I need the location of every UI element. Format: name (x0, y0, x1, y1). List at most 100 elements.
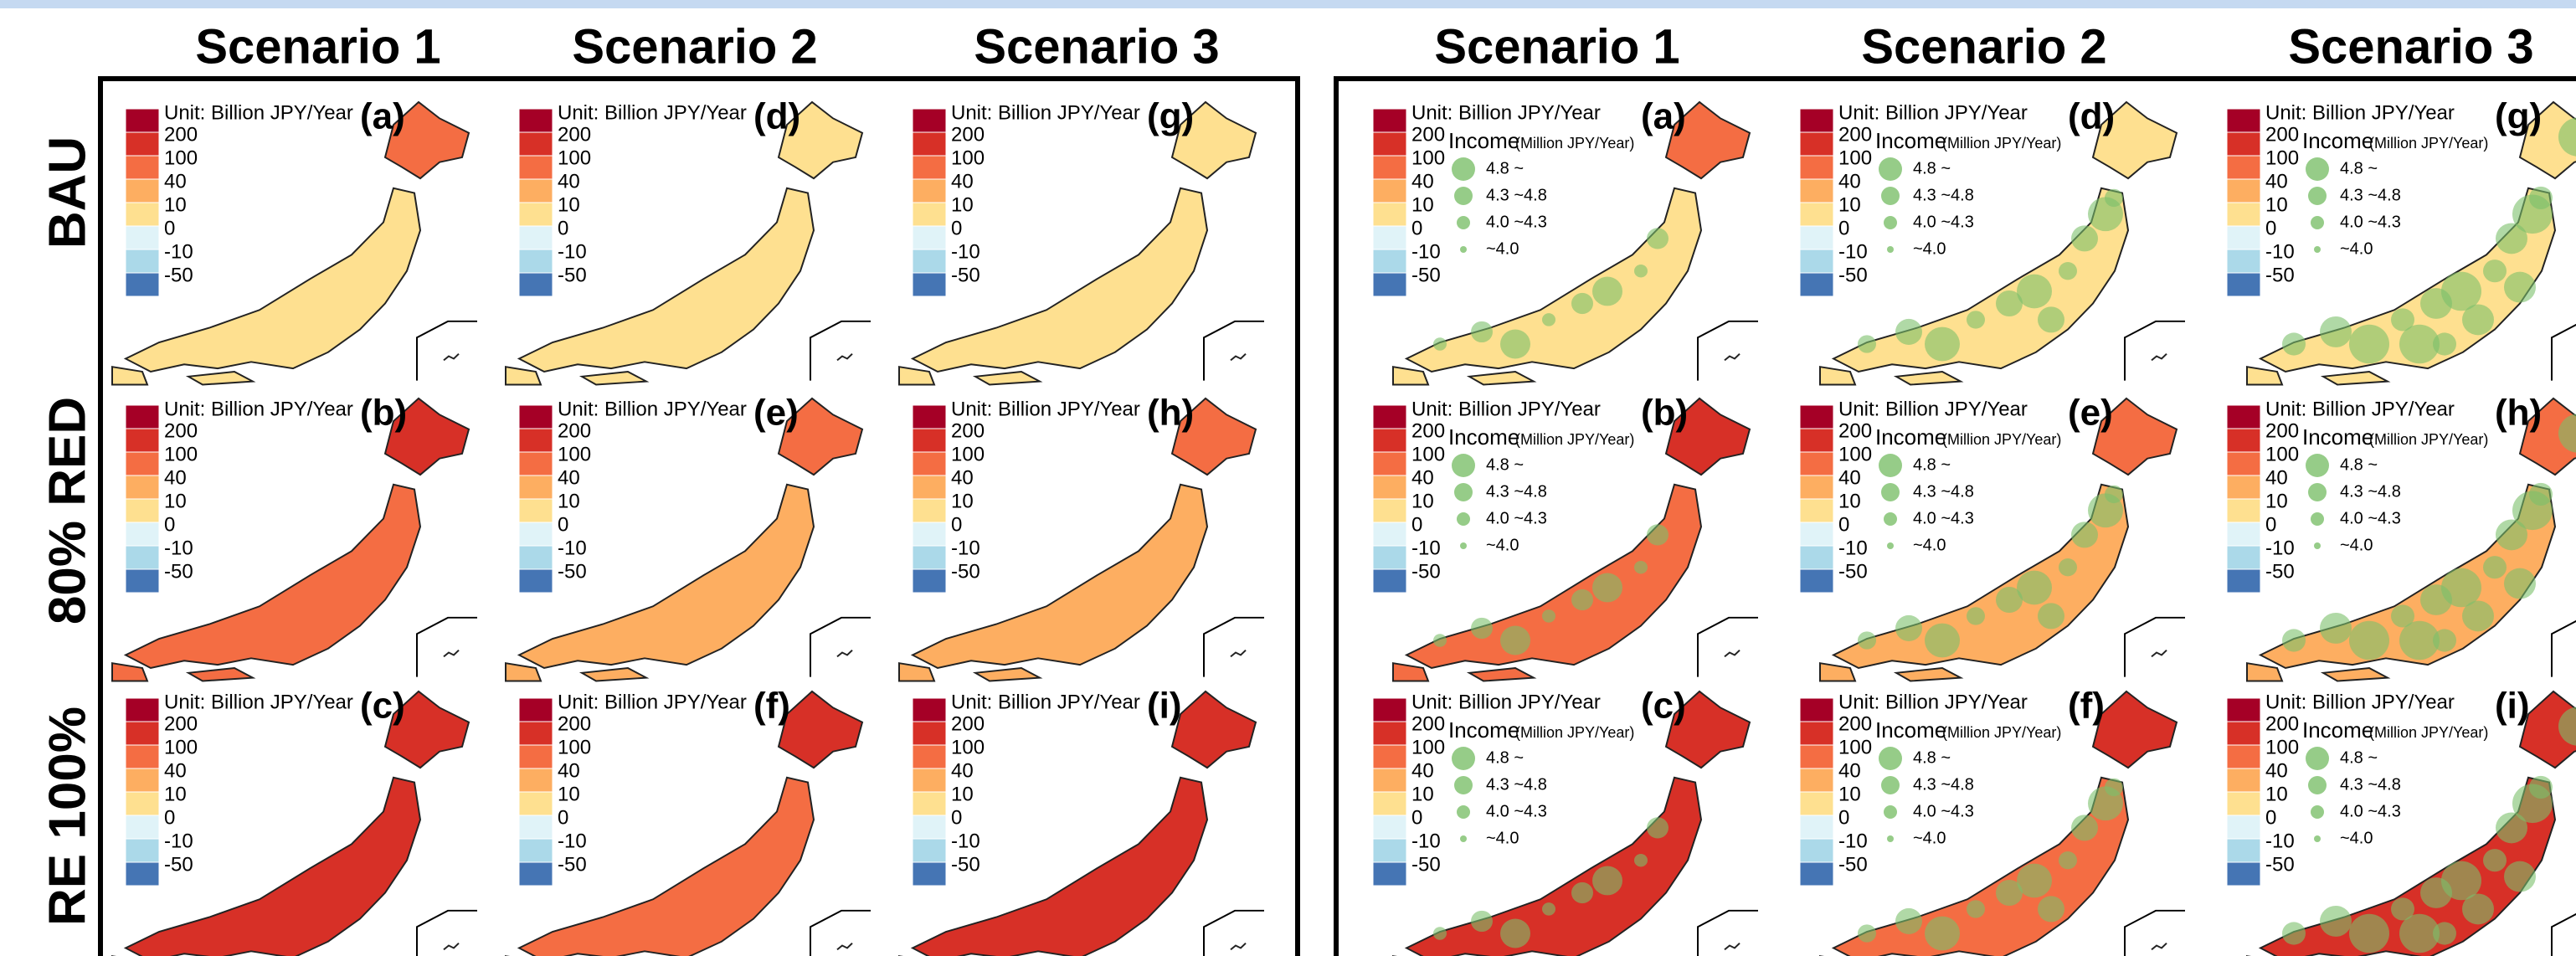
okinawa-inset (2125, 321, 2185, 381)
legend-label: -10 (1838, 537, 1868, 559)
income-bubble (1967, 607, 1985, 624)
income-legend-dot (1460, 246, 1467, 253)
map-panel: Unit: Billion JPY/Year20010040100-10-50(… (506, 393, 871, 681)
okinawa (444, 943, 459, 950)
legend-label: 10 (1411, 193, 1434, 216)
income-legend-dot (2306, 747, 2329, 770)
income-title: Income (1448, 128, 1519, 153)
legend-swatch (913, 569, 946, 593)
legend-label: -50 (951, 264, 980, 286)
panel-label: (h) (2495, 393, 2542, 434)
legend-label: 100 (164, 443, 198, 465)
legend-label: -50 (951, 853, 980, 876)
legend-label: 200 (2265, 123, 2299, 146)
income-bubble (2038, 306, 2064, 332)
shikoku (188, 372, 253, 385)
legend-label: 40 (558, 466, 580, 489)
legend-label: 200 (1838, 419, 1872, 442)
income-title: Income (2302, 128, 2373, 153)
income-bubble (2483, 260, 2507, 282)
income-legend-dot (1879, 454, 1902, 477)
kyushu (899, 367, 934, 384)
legend-swatch (2227, 522, 2260, 546)
income-bubble (2349, 621, 2389, 660)
income-bubble (1634, 265, 1648, 278)
legend-label: 100 (2265, 146, 2299, 169)
legend-swatch (913, 203, 946, 226)
panel-label: (h) (1147, 393, 1194, 434)
legend-label: 10 (1411, 783, 1434, 805)
legend-label: -50 (558, 853, 587, 876)
panel-label: (a) (1641, 96, 1686, 137)
legend-label: -50 (1838, 560, 1868, 583)
income-bubble (2071, 815, 2098, 840)
legend-label: 10 (951, 490, 974, 512)
honshu (1406, 188, 1701, 372)
income-legend-label: 4.0 ~4.3 (2340, 802, 2401, 820)
legend-label: -10 (1411, 240, 1441, 263)
legend-swatch (1373, 768, 1406, 792)
legend-swatch (519, 839, 553, 862)
legend-swatch (126, 722, 159, 745)
legend-swatch (126, 475, 159, 499)
legend-swatch (913, 768, 946, 792)
income-legend-dot (1452, 157, 1475, 181)
legend-swatch (126, 273, 159, 296)
legend-unit: Unit: Billion JPY/Year (164, 691, 353, 713)
income-legend-dot (2308, 187, 2327, 205)
legend-label: -10 (164, 537, 193, 559)
income-bubble (1471, 321, 1493, 342)
legend-label: 0 (1838, 217, 1849, 239)
income-bubble (1895, 319, 1922, 345)
legend-swatch (126, 452, 159, 475)
legend-swatch (1800, 839, 1833, 862)
legend-swatch (126, 429, 159, 452)
legend-swatch (519, 273, 553, 296)
legend-label: -10 (2265, 830, 2295, 852)
legend-swatch (1373, 522, 1406, 546)
income-bubble (1647, 524, 1668, 545)
legend-label: 40 (164, 759, 187, 782)
legend-unit: Unit: Billion JPY/Year (951, 691, 1140, 713)
legend-swatch (1373, 815, 1406, 839)
income-legend-label: ~4.0 (1913, 829, 1946, 847)
legend-swatch (1373, 429, 1406, 452)
panel-label: (d) (2068, 96, 2115, 137)
legend-swatch (1800, 132, 1833, 156)
income-legend-label: 4.8 ~ (1486, 455, 1524, 474)
legend-swatch (1373, 475, 1406, 499)
legend-swatch (2227, 249, 2260, 273)
income-bubble (2017, 275, 2052, 309)
kyushu (2247, 367, 2282, 384)
income-legend-label: 4.0 ~4.3 (1913, 802, 1974, 820)
income-unit: (Million JPY/Year) (1515, 431, 1634, 448)
legend-swatch (519, 768, 553, 792)
legend-swatch (2227, 203, 2260, 226)
legend-swatch (2227, 226, 2260, 249)
okinawa-inset (1698, 321, 1758, 381)
legend-swatch (126, 839, 159, 862)
income-bubble (1647, 228, 1668, 249)
income-legend-dot (1881, 776, 1900, 794)
legend-swatch (519, 569, 553, 593)
kyushu (1820, 663, 1855, 681)
legend-label: 0 (2265, 217, 2276, 239)
okinawa-inset (417, 911, 477, 956)
map-panel: Unit: Billion JPY/Year20010040100-10-50I… (1373, 393, 1758, 681)
income-bubble (2349, 325, 2389, 364)
row-label: 80% RED (39, 397, 96, 624)
legend-label: 200 (558, 712, 591, 735)
kyushu (112, 367, 147, 384)
okinawa (444, 354, 459, 361)
legend-swatch (1373, 203, 1406, 226)
legend-label: 100 (2265, 443, 2299, 465)
legend-label: 40 (951, 466, 974, 489)
income-bubble (1571, 293, 1593, 314)
map-panel: Unit: Billion JPY/Year20010040100-10-50(… (506, 96, 871, 385)
legend-unit: Unit: Billion JPY/Year (951, 101, 1140, 124)
legend-label: 100 (558, 736, 591, 758)
map-panel: Unit: Billion JPY/Year20010040100-10-50I… (1373, 686, 1758, 956)
legend-label: -50 (1411, 853, 1441, 876)
legend-label: 0 (1411, 806, 1422, 829)
legend-swatch (519, 546, 553, 569)
